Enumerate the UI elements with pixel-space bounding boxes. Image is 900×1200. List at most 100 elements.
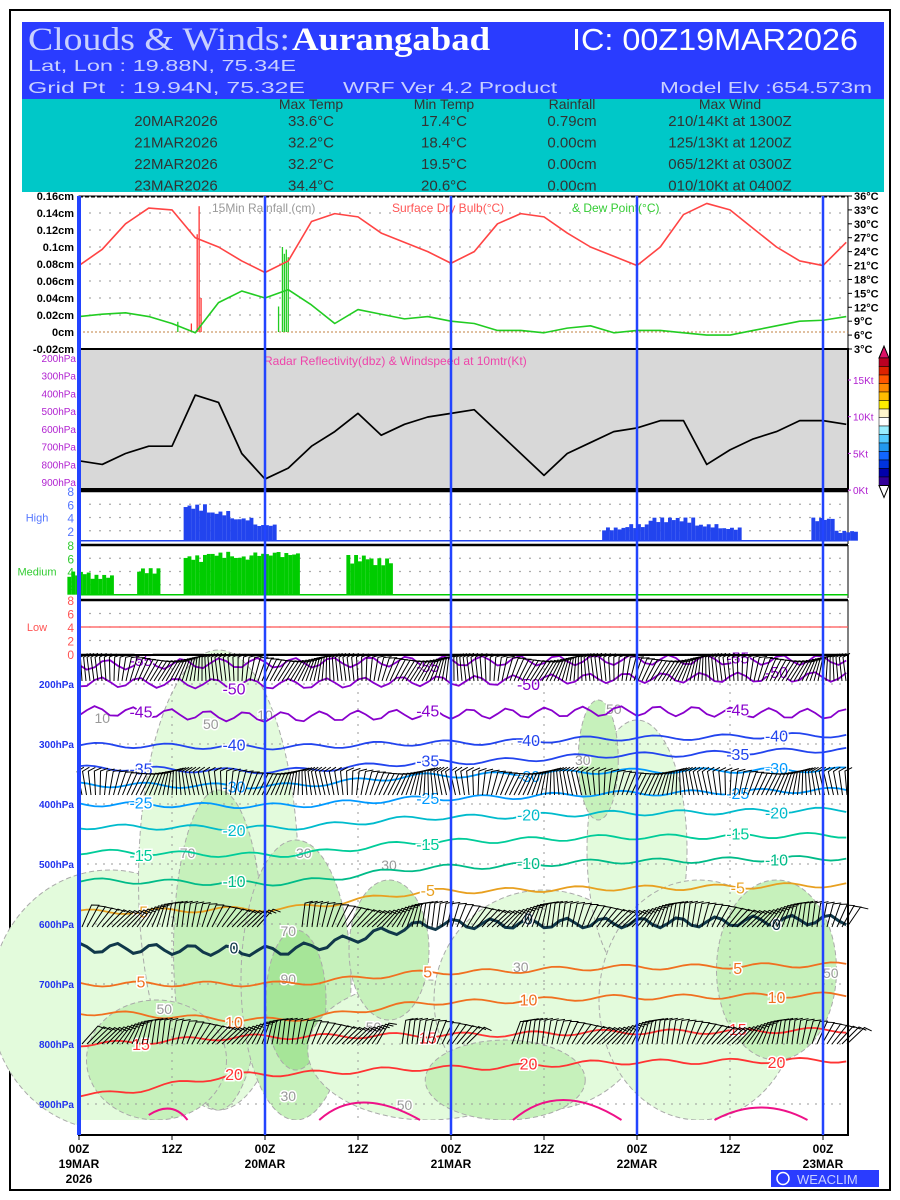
wind-barb xyxy=(827,766,836,796)
cloud-bar xyxy=(261,525,266,541)
cloud-bar xyxy=(272,552,277,595)
wind-barb xyxy=(671,1018,684,1045)
cloud-bar xyxy=(389,563,393,595)
cloud-bar xyxy=(346,555,351,595)
wind-barb xyxy=(186,900,199,928)
isotherm-label: -10 xyxy=(222,874,245,891)
wind-barb xyxy=(721,906,744,928)
wind-barb xyxy=(431,1019,447,1045)
wind-barb xyxy=(716,1026,742,1045)
wind-barb xyxy=(221,1027,247,1045)
wind-barb xyxy=(286,1017,298,1045)
isotherm-line xyxy=(78,806,847,832)
wind-barb xyxy=(191,901,205,928)
cloud-bar xyxy=(237,519,242,541)
wind-barb xyxy=(328,766,337,796)
cloud-bar xyxy=(377,558,382,595)
cloud-bar xyxy=(369,558,374,595)
wind-barb xyxy=(546,901,559,928)
plot-area xyxy=(78,195,849,350)
cloud-bar xyxy=(633,528,638,541)
wind-barb xyxy=(161,1017,173,1045)
wind-barb xyxy=(366,910,392,928)
temp-axis-tick: 15°C xyxy=(854,288,879,300)
wind-barb xyxy=(213,767,222,796)
wind-barb xyxy=(814,766,823,796)
wind-barb xyxy=(644,772,664,796)
wind-barb xyxy=(511,1020,529,1045)
wind-barb xyxy=(219,767,228,796)
colorbar-segment xyxy=(878,357,890,367)
radar-pressure-tick: 600hPa xyxy=(42,425,77,436)
brand-background xyxy=(771,1170,879,1187)
cloud-bar xyxy=(206,553,211,595)
wind-barb xyxy=(249,655,263,682)
cloud-bar xyxy=(152,573,157,595)
time-tick-label: 00Z xyxy=(627,1142,648,1156)
wind-barb xyxy=(416,1017,429,1045)
isotherm-line xyxy=(78,991,847,1023)
wind-barb xyxy=(326,903,343,928)
wind-barb xyxy=(306,900,318,928)
wind-barb xyxy=(509,657,527,682)
cloud-bar xyxy=(98,578,103,595)
wind-barb xyxy=(729,768,739,796)
cloud-bar xyxy=(718,528,723,541)
wind-barb xyxy=(681,658,699,682)
cloud-bar xyxy=(94,574,99,595)
wind-barb xyxy=(221,907,245,928)
wind-barb xyxy=(166,1017,179,1045)
wind-barb xyxy=(531,903,549,928)
wind-barb xyxy=(346,767,355,796)
isotherm-label: -20 xyxy=(765,806,788,823)
weaclim-badge: WEACLIM xyxy=(771,1170,879,1187)
wind-barb xyxy=(686,900,698,928)
legend-dry-bulb: Surface Dry Bulb(°C) xyxy=(392,201,504,215)
wind-barb xyxy=(806,900,818,928)
wind-barb xyxy=(648,772,668,796)
cloud-bar xyxy=(354,555,359,595)
wind-barb xyxy=(831,903,849,928)
gridpt-label: Grid Pt : 19.94N, 75.32E xyxy=(28,80,305,97)
wind-barb xyxy=(738,769,752,796)
cloud-bar xyxy=(195,504,200,541)
rain-axis-tick: 0.08cm xyxy=(37,259,75,271)
wind-barb xyxy=(781,1017,794,1045)
wind-barb xyxy=(401,660,423,682)
latlon-label: Lat, Lon : 19.88N, 75.34E xyxy=(28,58,296,75)
cloud-bar xyxy=(292,554,297,595)
isotherm-label: 0 xyxy=(230,941,239,958)
wind-barb xyxy=(311,1021,330,1045)
wind-barb xyxy=(656,904,674,928)
wind-barb xyxy=(471,907,494,928)
cloud-bar xyxy=(206,512,211,541)
wind-barb xyxy=(423,768,433,796)
wind-barb xyxy=(522,772,542,796)
isotherm-label: -40 xyxy=(517,733,540,750)
rain-axis-tick: 0.06cm xyxy=(37,276,75,288)
rain-axis-tick: 0.1cm xyxy=(43,242,74,254)
wind-barb xyxy=(651,1018,664,1045)
cloud-bar xyxy=(664,522,669,541)
wind-barb xyxy=(781,660,803,682)
wind-barb xyxy=(307,766,316,796)
cloud-bar xyxy=(214,555,219,595)
pressure-axis-tick: 200hPa xyxy=(39,680,74,691)
isotherm-label: -25 xyxy=(416,791,439,808)
elevation-label: Model Elv :654.573m xyxy=(660,80,872,97)
table-cell: 125/13Kt at 1200Z xyxy=(668,135,791,152)
wind-barb xyxy=(277,660,299,682)
rain-axis-tick: 0.14cm xyxy=(37,208,75,220)
wind-barb xyxy=(111,909,137,928)
radar-pressure-tick: 800hPa xyxy=(42,460,77,471)
wind-barb xyxy=(401,904,421,928)
wind-barb xyxy=(653,772,671,796)
wind-barb xyxy=(99,767,109,796)
wind-barb xyxy=(696,901,710,928)
cloud-bar xyxy=(191,559,196,595)
summary-table: Max Temp Min Temp Rainfall Max Wind 20MAR202… xyxy=(134,96,791,195)
cloud-bar xyxy=(838,532,843,541)
wind-barb xyxy=(781,904,799,928)
cloud-bar xyxy=(621,527,626,541)
cloud-bar xyxy=(854,531,858,541)
